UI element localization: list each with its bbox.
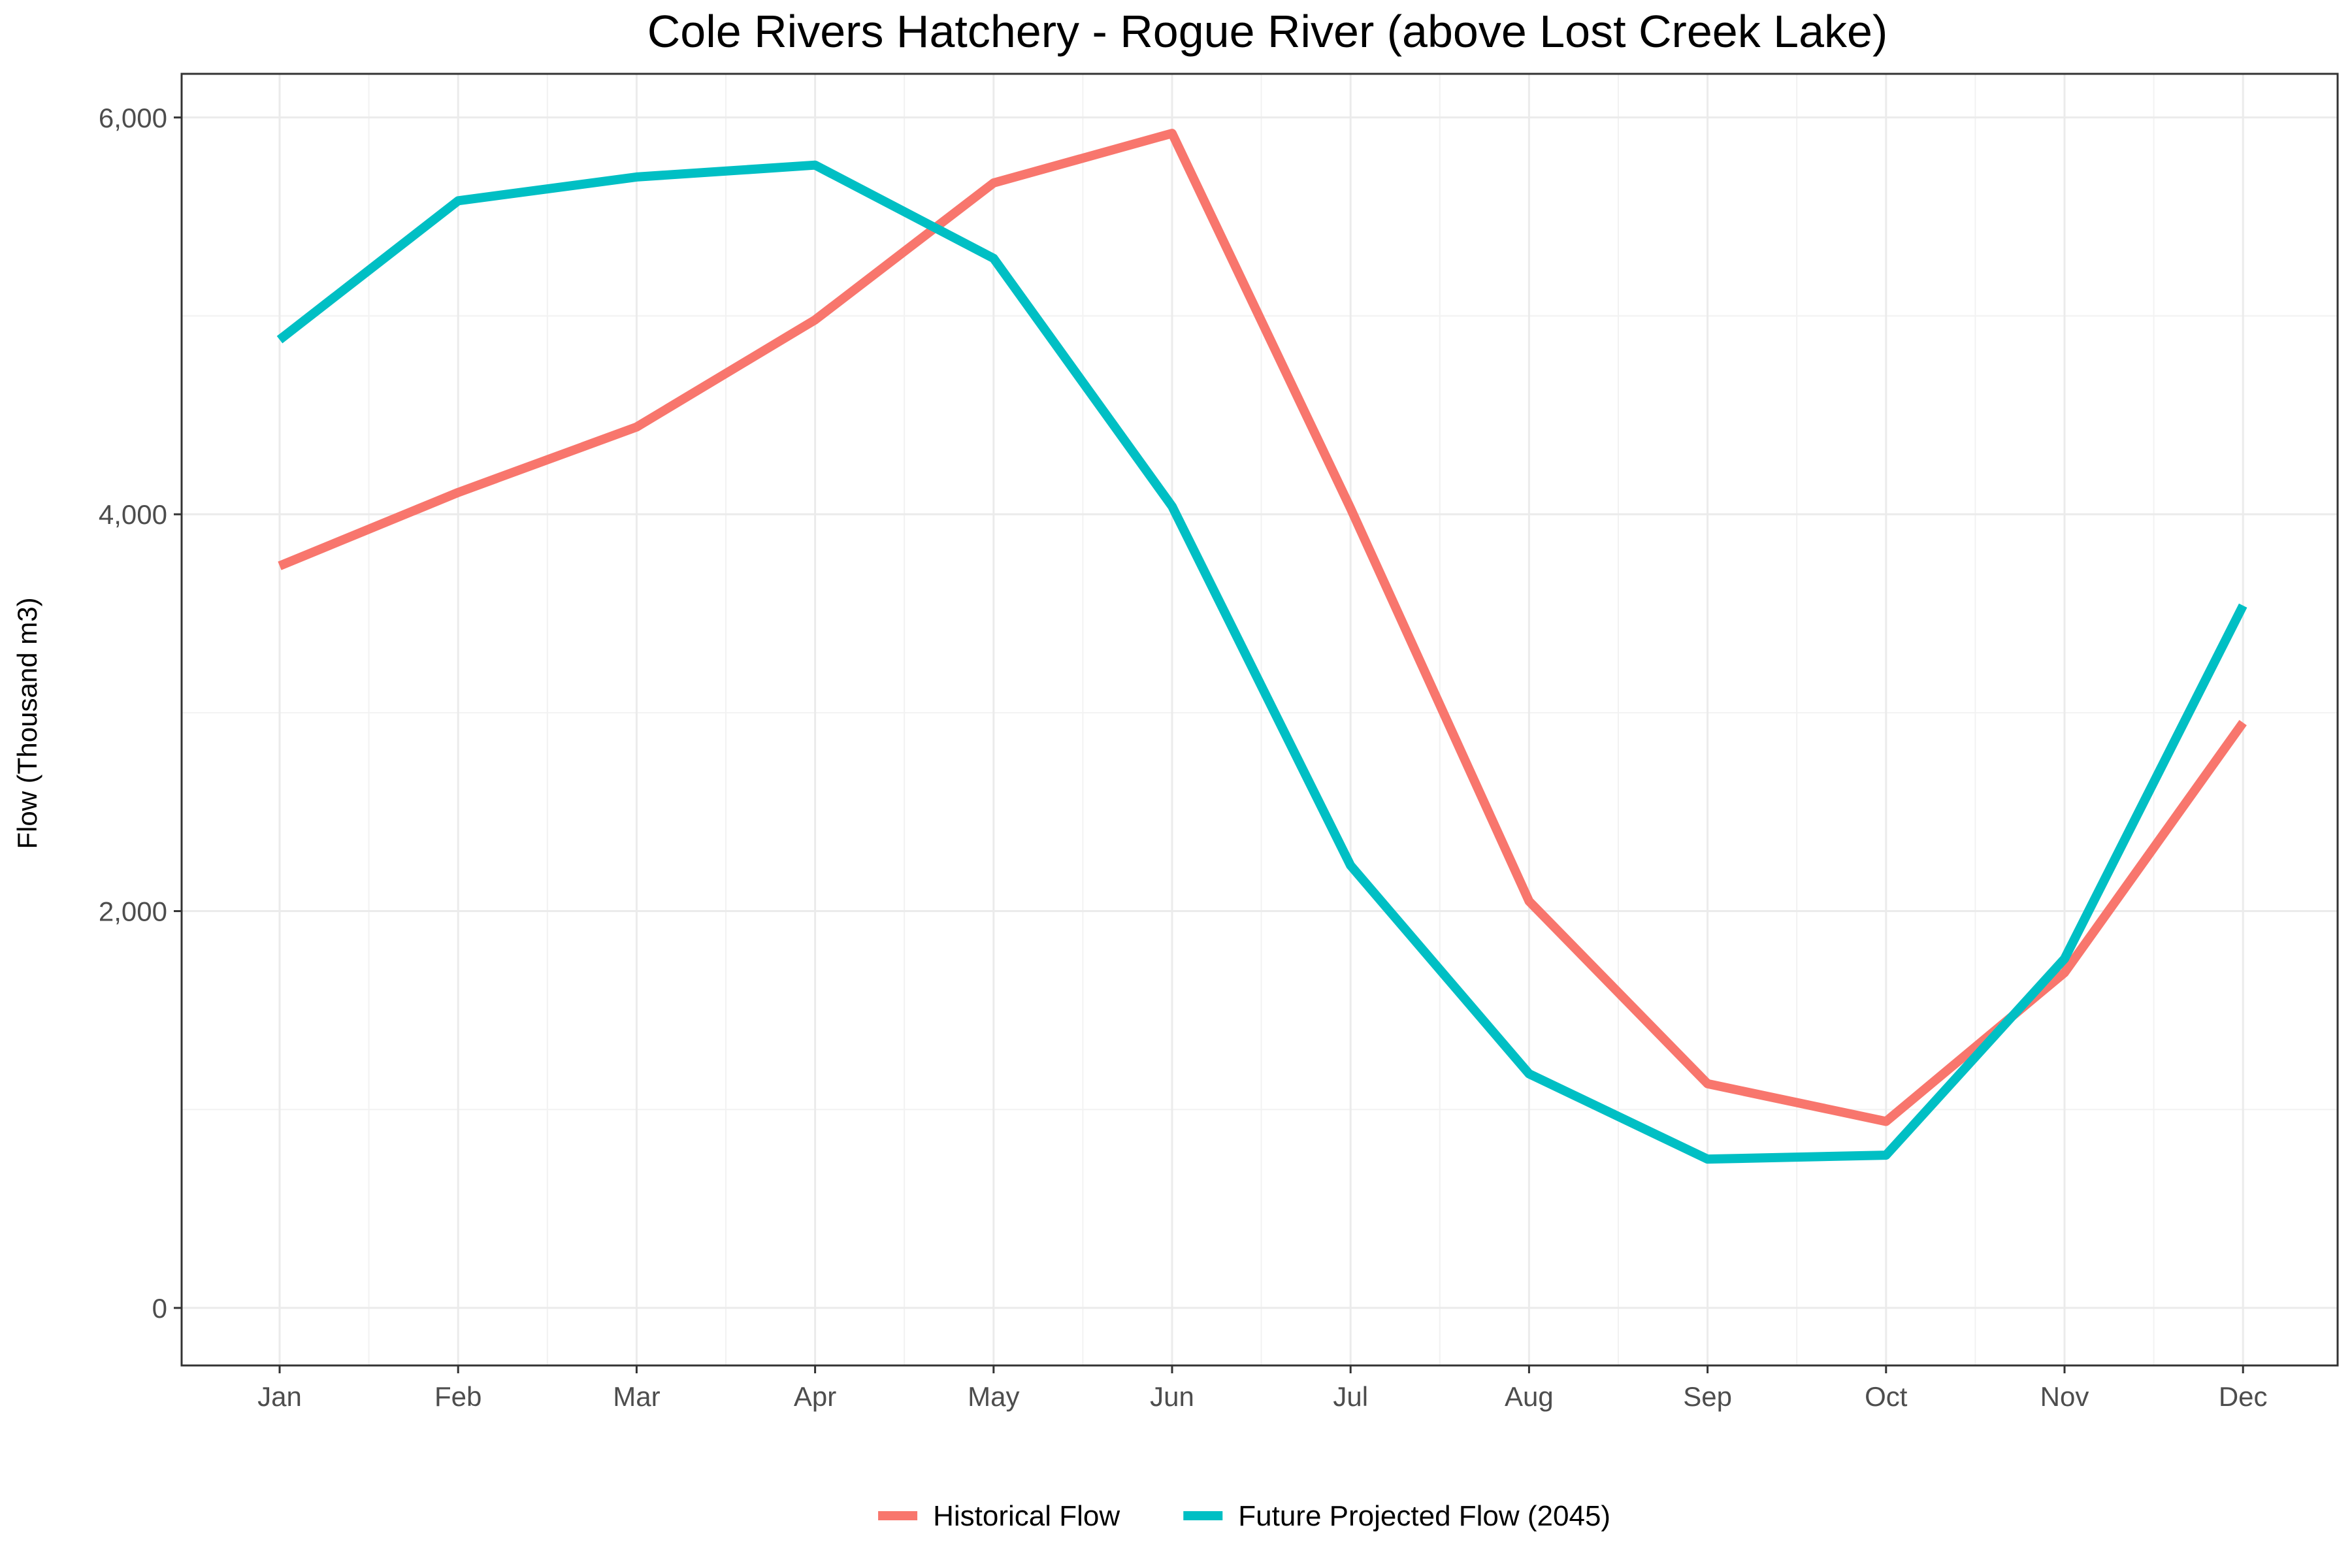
x-tick-label: Aug [1505, 1381, 1554, 1412]
x-tick-label: Nov [2040, 1381, 2089, 1412]
y-tick-label: 4,000 [99, 499, 167, 530]
y-tick-label: 6,000 [99, 103, 167, 133]
y-axis-label: Flow (Thousand m3) [12, 597, 42, 849]
minor-gridlines [182, 74, 2338, 1365]
series-line-2 [276, 160, 2247, 1164]
x-tick-label: Oct [1865, 1381, 1908, 1412]
x-tick-label: Dec [2219, 1381, 2268, 1412]
x-tick-label: Feb [434, 1381, 482, 1412]
y-tick-label: 2,000 [99, 896, 167, 927]
x-axis-ticks: Jan Feb Mar Apr May Jun Jul Aug Sep Oct Nov Dec [257, 1365, 2268, 1412]
legend: Historical Flow Future Projected Flow (20… [878, 1500, 1610, 1532]
chart-title: Cole Rivers Hatchery - Rogue River (abov… [647, 6, 1888, 57]
x-tick-label: Jan [257, 1381, 302, 1412]
x-tick-label: Jun [1150, 1381, 1194, 1412]
legend-label-1: Historical Flow [933, 1500, 1120, 1532]
x-tick-label: Sep [1683, 1381, 1732, 1412]
legend-label-2: Future Projected Flow (2045) [1238, 1500, 1610, 1532]
series-line-1 [278, 129, 2247, 1126]
plot-panel-border [180, 73, 2339, 1367]
major-gridlines [182, 74, 2338, 1365]
x-tick-label: Jul [1333, 1381, 1368, 1412]
x-tick-label: May [968, 1381, 1019, 1412]
x-tick-label: Apr [794, 1381, 836, 1412]
y-axis-ticks: 0 2,000 4,000 6,000 [99, 103, 182, 1324]
x-tick-label: Mar [613, 1381, 660, 1412]
series-lines [276, 129, 2247, 1164]
y-tick-label: 0 [152, 1293, 167, 1324]
